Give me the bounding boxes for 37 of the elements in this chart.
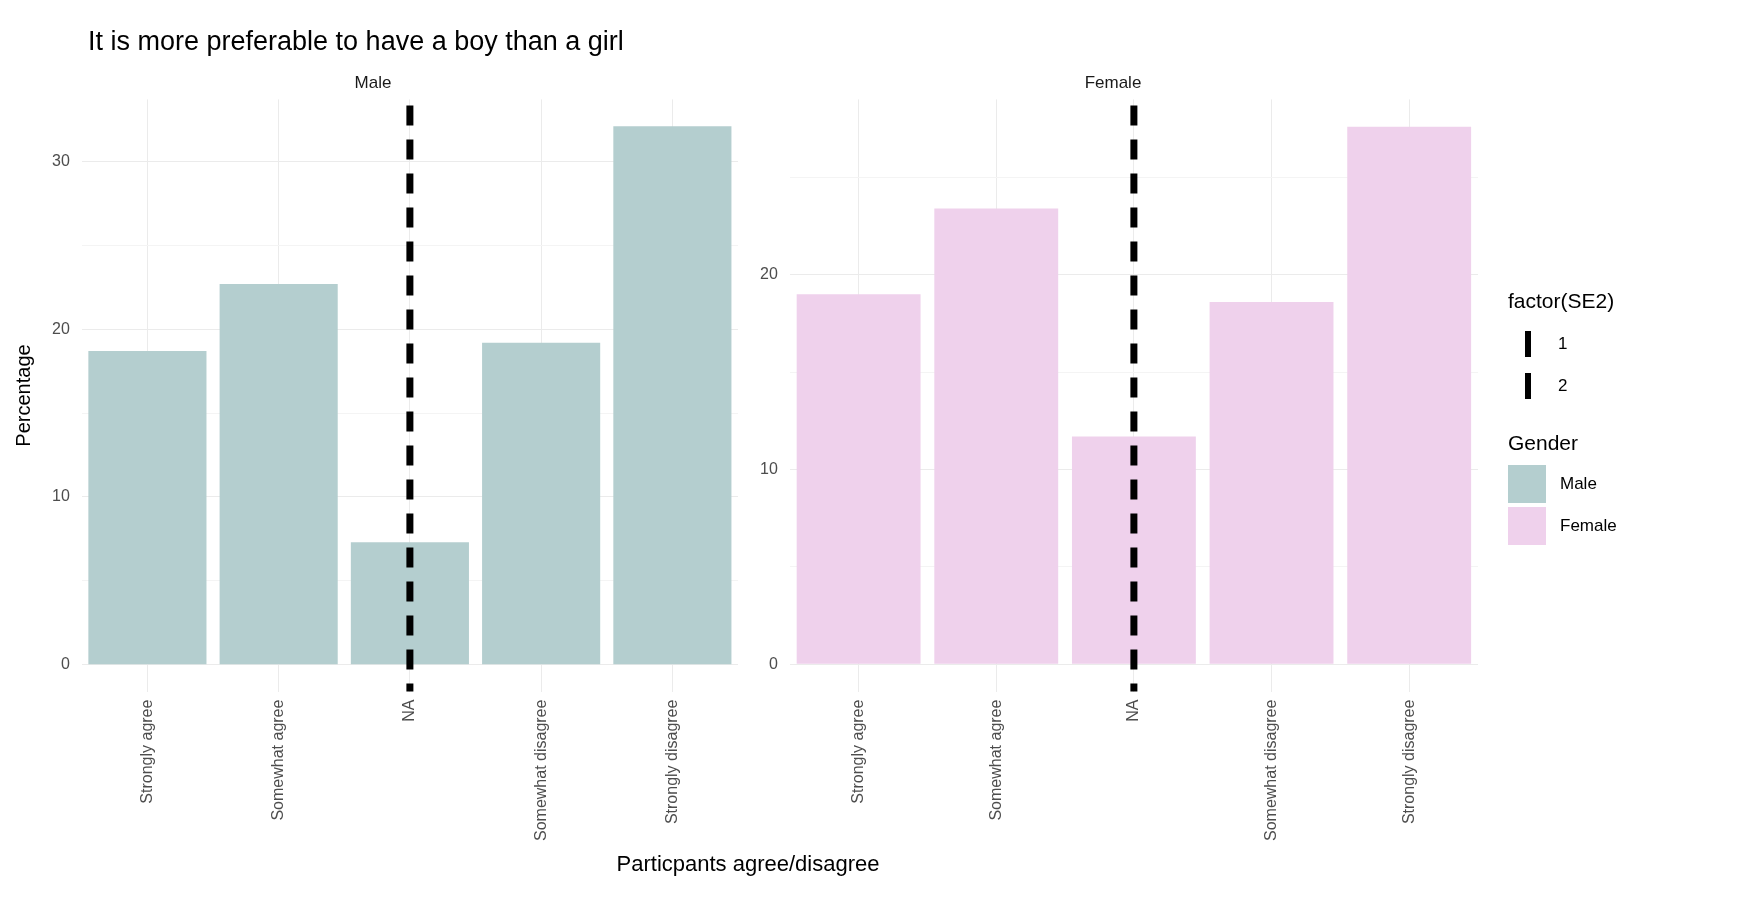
x-tick-label: Somewhat agree <box>269 699 287 821</box>
x-tick-label: Strongly disagree <box>662 699 680 825</box>
bar <box>1347 126 1472 664</box>
y-tick-label: 20 <box>52 319 70 337</box>
bar <box>219 283 338 665</box>
x-tick-label: Strongly agree <box>849 699 867 804</box>
bar <box>1209 301 1334 664</box>
text: 2 <box>1558 376 1568 396</box>
legend-title: Gender <box>1508 431 1580 455</box>
y-tick-label: 30 <box>52 151 70 169</box>
y-tick-label: 0 <box>768 654 778 672</box>
text: factor(SE2) <box>1508 289 1616 313</box>
x-tick-label: NA <box>400 699 418 722</box>
y-tick-label: 0 <box>60 655 70 673</box>
chart-subtitle: Female <box>1084 72 1142 92</box>
bar <box>934 208 1059 664</box>
x-tick-label: Somewhat agree <box>986 699 1004 821</box>
bar <box>482 342 601 665</box>
x-axis-title: Particpants agree/disagree <box>615 851 881 877</box>
chart-title: It is more preferable to have a boy than a girl <box>87 25 625 58</box>
bar <box>796 294 921 664</box>
chart-subtitle: Male <box>354 72 392 92</box>
text: 1 <box>1558 334 1568 354</box>
x-tick-label: Somewhat disagree <box>531 699 549 842</box>
legend-label: Male <box>1560 474 1597 494</box>
bar <box>613 126 732 665</box>
y-axis-title: Percentage <box>11 344 34 447</box>
x-tick-label: NA <box>1124 699 1142 722</box>
bar <box>350 542 469 665</box>
bar <box>88 351 207 665</box>
y-tick-label: 20 <box>760 265 778 283</box>
x-tick-label: Strongly agree <box>137 699 155 804</box>
y-tick-label: 10 <box>760 459 778 477</box>
x-tick-label: Somewhat disagree <box>1261 699 1279 842</box>
legend-label: Female <box>1560 516 1617 536</box>
x-tick-label: Strongly disagree <box>1399 699 1417 825</box>
y-tick-label: 10 <box>52 487 70 505</box>
